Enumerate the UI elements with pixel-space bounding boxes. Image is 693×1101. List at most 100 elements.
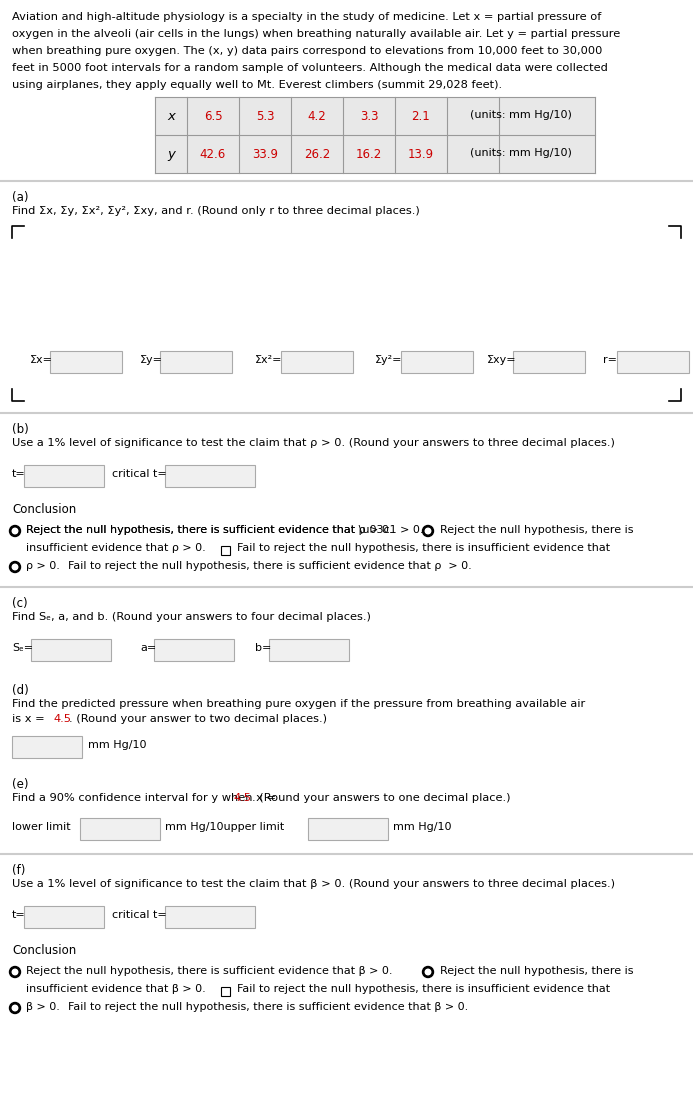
Text: 2.1: 2.1 bbox=[412, 110, 430, 123]
Text: Σy²=: Σy²= bbox=[375, 355, 403, 366]
Text: Use a 1% level of significance to test the claim that ρ > 0. (Round your answers: Use a 1% level of significance to test t… bbox=[12, 438, 615, 448]
Text: (f): (f) bbox=[12, 864, 26, 877]
Text: (d): (d) bbox=[12, 684, 28, 697]
FancyBboxPatch shape bbox=[50, 351, 122, 373]
Text: insufficient evidence that ρ > 0.: insufficient evidence that ρ > 0. bbox=[26, 543, 206, 553]
Text: Reject the null hypothesis, there is sufficient evidence that \u03c1 > 0.: Reject the null hypothesis, there is suf… bbox=[26, 525, 423, 535]
FancyBboxPatch shape bbox=[269, 639, 349, 661]
Text: Σxy=: Σxy= bbox=[487, 355, 516, 366]
Text: 33.9: 33.9 bbox=[252, 148, 278, 161]
Text: 4.5: 4.5 bbox=[234, 793, 252, 803]
Text: t=: t= bbox=[12, 469, 26, 479]
Circle shape bbox=[12, 1005, 18, 1011]
FancyBboxPatch shape bbox=[281, 351, 353, 373]
Circle shape bbox=[10, 562, 21, 573]
FancyBboxPatch shape bbox=[31, 639, 111, 661]
Text: mm Hg/10upper limit: mm Hg/10upper limit bbox=[165, 822, 284, 832]
FancyBboxPatch shape bbox=[165, 906, 255, 928]
Text: . (Round your answers to one decimal place.): . (Round your answers to one decimal pla… bbox=[252, 793, 510, 803]
FancyBboxPatch shape bbox=[165, 465, 255, 487]
Text: . (Round your answer to two decimal places.): . (Round your answer to two decimal plac… bbox=[69, 715, 327, 724]
Text: Use a 1% level of significance to test the claim that β > 0. (Round your answers: Use a 1% level of significance to test t… bbox=[12, 879, 615, 889]
Text: 4.2: 4.2 bbox=[308, 110, 326, 123]
Text: 5.3: 5.3 bbox=[256, 110, 274, 123]
Text: when breathing pure oxygen. The (x, y) data pairs correspond to elevations from : when breathing pure oxygen. The (x, y) d… bbox=[12, 46, 602, 56]
Text: Fail to reject the null hypothesis, there is insufficient evidence that: Fail to reject the null hypothesis, ther… bbox=[237, 984, 610, 994]
Text: ρ > 0.: ρ > 0. bbox=[26, 562, 60, 571]
FancyBboxPatch shape bbox=[220, 545, 229, 555]
FancyBboxPatch shape bbox=[80, 818, 160, 840]
Text: 13.9: 13.9 bbox=[408, 148, 434, 161]
Text: Conclusion: Conclusion bbox=[12, 503, 76, 516]
Text: 6.5: 6.5 bbox=[204, 110, 222, 123]
Text: y: y bbox=[167, 148, 175, 161]
FancyBboxPatch shape bbox=[160, 351, 232, 373]
Text: Fail to reject the null hypothesis, there is insufficient evidence that: Fail to reject the null hypothesis, ther… bbox=[237, 543, 610, 553]
Text: Aviation and high-altitude physiology is a specialty in the study of medicine. L: Aviation and high-altitude physiology is… bbox=[12, 12, 602, 22]
Text: (a): (a) bbox=[12, 190, 28, 204]
Circle shape bbox=[12, 564, 18, 569]
Text: Σx²=: Σx²= bbox=[255, 355, 283, 366]
Text: insufficient evidence that β > 0.: insufficient evidence that β > 0. bbox=[26, 984, 206, 994]
Text: Σy=: Σy= bbox=[140, 355, 163, 366]
Text: 4.5: 4.5 bbox=[53, 715, 71, 724]
Text: (c): (c) bbox=[12, 597, 28, 610]
Text: is x =: is x = bbox=[12, 715, 49, 724]
Circle shape bbox=[423, 525, 434, 536]
Text: Reject the null hypothesis, there is sufficient evidence that ρ > 0.: Reject the null hypothesis, there is suf… bbox=[26, 525, 392, 535]
FancyBboxPatch shape bbox=[155, 97, 595, 135]
Circle shape bbox=[12, 528, 18, 534]
Text: critical t=: critical t= bbox=[112, 911, 167, 920]
Text: b=: b= bbox=[255, 643, 272, 653]
Text: (units: mm Hg/10): (units: mm Hg/10) bbox=[470, 110, 572, 120]
Circle shape bbox=[10, 525, 21, 536]
Circle shape bbox=[10, 1003, 21, 1014]
Text: Reject the null hypothesis, there is sufficient evidence that β > 0.: Reject the null hypothesis, there is suf… bbox=[26, 966, 392, 975]
Text: Fail to reject the null hypothesis, there is sufficient evidence that ρ  > 0.: Fail to reject the null hypothesis, ther… bbox=[68, 562, 472, 571]
Text: mm Hg/10: mm Hg/10 bbox=[88, 740, 146, 750]
FancyBboxPatch shape bbox=[513, 351, 585, 373]
Text: Reject the null hypothesis, there is: Reject the null hypothesis, there is bbox=[440, 525, 633, 535]
FancyBboxPatch shape bbox=[308, 818, 388, 840]
Text: feet in 5000 foot intervals for a random sample of volunteers. Although the medi: feet in 5000 foot intervals for a random… bbox=[12, 63, 608, 73]
Text: 16.2: 16.2 bbox=[356, 148, 382, 161]
Circle shape bbox=[423, 967, 434, 978]
Text: Σx=: Σx= bbox=[30, 355, 53, 366]
Text: (b): (b) bbox=[12, 423, 28, 436]
Text: x: x bbox=[167, 110, 175, 123]
Circle shape bbox=[426, 969, 431, 974]
Text: (e): (e) bbox=[12, 778, 28, 791]
Text: using airplanes, they apply equally well to Mt. Everest climbers (summit 29,028 : using airplanes, they apply equally well… bbox=[12, 80, 502, 90]
Text: Sₑ=: Sₑ= bbox=[12, 643, 33, 653]
Text: Find the predicted pressure when breathing pure oxygen if the pressure from brea: Find the predicted pressure when breathi… bbox=[12, 699, 586, 709]
Text: lower limit: lower limit bbox=[12, 822, 71, 832]
Text: 3.3: 3.3 bbox=[360, 110, 378, 123]
Text: Find Σx, Σy, Σx², Σy², Σxy, and r. (Round only r to three decimal places.): Find Σx, Σy, Σx², Σy², Σxy, and r. (Roun… bbox=[12, 206, 420, 216]
Text: mm Hg/10: mm Hg/10 bbox=[393, 822, 452, 832]
FancyBboxPatch shape bbox=[155, 135, 595, 173]
Text: β > 0.: β > 0. bbox=[26, 1002, 60, 1012]
FancyBboxPatch shape bbox=[24, 465, 104, 487]
Circle shape bbox=[10, 967, 21, 978]
Text: 42.6: 42.6 bbox=[200, 148, 226, 161]
FancyBboxPatch shape bbox=[220, 986, 229, 995]
Circle shape bbox=[426, 528, 431, 534]
Text: r=: r= bbox=[603, 355, 617, 366]
FancyBboxPatch shape bbox=[617, 351, 689, 373]
Text: Find Sₑ, a, and b. (Round your answers to four decimal places.): Find Sₑ, a, and b. (Round your answers t… bbox=[12, 612, 371, 622]
Text: critical t=: critical t= bbox=[112, 469, 167, 479]
FancyBboxPatch shape bbox=[24, 906, 104, 928]
Text: (units: mm Hg/10): (units: mm Hg/10) bbox=[470, 148, 572, 159]
Text: Fail to reject the null hypothesis, there is sufficient evidence that β > 0.: Fail to reject the null hypothesis, ther… bbox=[68, 1002, 468, 1012]
Text: Find a 90% confidence interval for y when x =: Find a 90% confidence interval for y whe… bbox=[12, 793, 279, 803]
FancyBboxPatch shape bbox=[12, 735, 82, 757]
FancyBboxPatch shape bbox=[401, 351, 473, 373]
Text: Reject the null hypothesis, there is: Reject the null hypothesis, there is bbox=[440, 966, 633, 975]
Text: Conclusion: Conclusion bbox=[12, 944, 76, 957]
Circle shape bbox=[12, 969, 18, 974]
Text: t=: t= bbox=[12, 911, 26, 920]
Text: a=: a= bbox=[140, 643, 156, 653]
Text: oxygen in the alveoli (air cells in the lungs) when breathing naturally availabl: oxygen in the alveoli (air cells in the … bbox=[12, 29, 620, 39]
Text: 26.2: 26.2 bbox=[304, 148, 330, 161]
FancyBboxPatch shape bbox=[154, 639, 234, 661]
